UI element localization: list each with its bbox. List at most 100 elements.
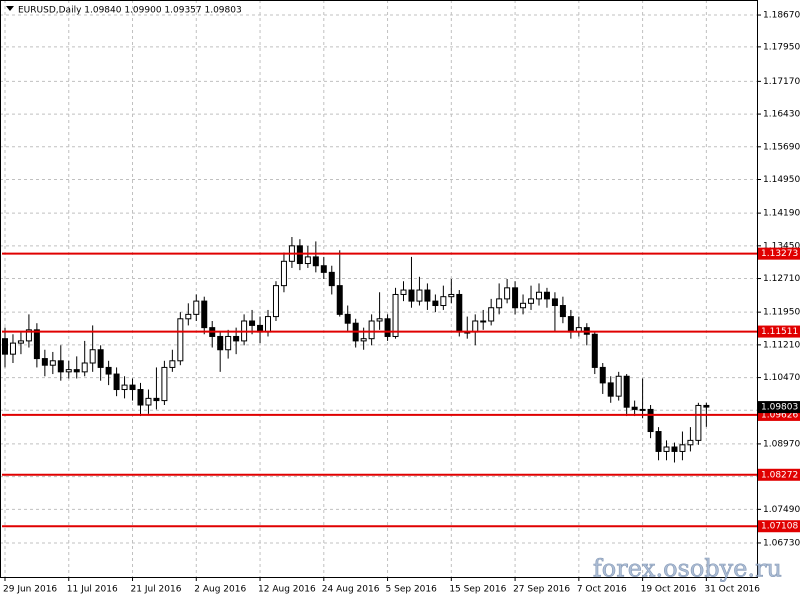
candle-body xyxy=(265,316,272,333)
candle-body xyxy=(368,320,375,340)
candle-body xyxy=(639,408,646,411)
y-tick-label: 1.18670 xyxy=(763,11,800,21)
candle-body xyxy=(33,329,40,360)
candle-body xyxy=(105,366,112,375)
menu-icon xyxy=(6,6,14,11)
candle-body xyxy=(201,300,208,329)
candle-body xyxy=(384,318,391,337)
candle-body xyxy=(400,289,407,295)
level-label: 1.11511 xyxy=(761,327,798,337)
candle-body xyxy=(448,293,455,298)
candle-body xyxy=(504,287,511,300)
candle-body xyxy=(376,318,383,322)
candle-body xyxy=(185,313,192,320)
y-tick-label: 1.15690 xyxy=(763,142,800,152)
candle-body xyxy=(528,298,535,304)
x-tick-label: 15 Sep 2016 xyxy=(449,585,506,595)
candle-body xyxy=(57,360,64,373)
candle-body xyxy=(520,302,527,309)
candle-body xyxy=(687,439,694,446)
candle-body xyxy=(440,296,447,307)
candle-body xyxy=(217,335,224,351)
y-tick-label: 1.07490 xyxy=(763,505,800,515)
candle-body xyxy=(360,338,367,342)
candle-body xyxy=(416,289,423,302)
x-tick-label: 31 Oct 2016 xyxy=(704,585,760,595)
candle-body xyxy=(599,366,606,384)
watermark: forex.osobye.ru xyxy=(593,555,782,583)
candle-body xyxy=(424,289,431,302)
candle-body xyxy=(97,349,104,368)
candle-body xyxy=(488,307,495,322)
candle-body xyxy=(631,406,638,410)
level-label: 1.08272 xyxy=(761,470,798,480)
candle-body xyxy=(472,320,479,333)
candle-body xyxy=(344,313,351,324)
candle-body xyxy=(89,349,96,364)
candle-body xyxy=(591,333,598,368)
candle-body xyxy=(623,375,630,408)
candle-body xyxy=(304,256,311,265)
candle-body xyxy=(496,298,503,309)
candle-body xyxy=(320,265,327,273)
y-tick-label: 1.13450 xyxy=(763,241,800,251)
last-price-label: 1.09803 xyxy=(761,403,798,413)
candle-body xyxy=(49,360,56,366)
candle-body xyxy=(336,285,343,315)
candle-body xyxy=(41,358,48,366)
x-tick-label: 21 Jul 2016 xyxy=(131,585,182,595)
last-price-box xyxy=(758,401,800,414)
y-tick-label: 1.14950 xyxy=(763,175,800,185)
candle-body xyxy=(480,320,487,323)
candle-body xyxy=(551,298,558,307)
candle-body xyxy=(280,260,287,287)
level-label: 1.09626 xyxy=(761,410,798,420)
x-tick-label: 24 Aug 2016 xyxy=(322,585,380,595)
candle-body xyxy=(9,342,16,355)
level-label-box xyxy=(758,325,800,338)
x-tick-label: 29 Jun 2016 xyxy=(3,585,57,595)
candle-body xyxy=(408,289,415,302)
candle-body xyxy=(177,318,184,362)
y-tick-label: 1.11210 xyxy=(763,340,800,350)
x-tick-label: 7 Oct 2016 xyxy=(577,585,627,595)
candle-body xyxy=(73,369,80,373)
chart-title: EURUSD,Daily 1.09840 1.09900 1.09357 1.0… xyxy=(18,6,242,16)
candle-body xyxy=(655,431,662,452)
candle-body xyxy=(543,291,550,300)
x-tick-label: 5 Sep 2016 xyxy=(386,585,438,595)
y-tick-label: 1.14190 xyxy=(763,209,800,219)
candle-body xyxy=(296,245,303,265)
y-tick-label: 1.08970 xyxy=(763,439,800,449)
candle-body xyxy=(512,287,519,309)
candle-body xyxy=(663,446,670,452)
candle-body xyxy=(65,369,72,373)
candle-body xyxy=(328,271,335,287)
level-label-box xyxy=(758,247,800,260)
candle-body xyxy=(392,293,399,337)
candle-body xyxy=(121,384,128,391)
candle-body xyxy=(432,300,439,307)
candle-body xyxy=(249,320,256,326)
candle-body xyxy=(2,338,8,355)
level-label: 1.07108 xyxy=(761,522,798,532)
candle-body xyxy=(81,362,88,373)
candle-body xyxy=(615,375,622,397)
candle-body xyxy=(647,408,654,433)
candle-body xyxy=(312,256,319,267)
x-tick-label: 19 Oct 2016 xyxy=(641,585,697,595)
y-tick-label: 1.06730 xyxy=(763,538,800,548)
candle-body xyxy=(535,291,542,300)
candle-body xyxy=(161,366,168,402)
candle-body xyxy=(679,444,686,452)
candle-body xyxy=(153,397,160,402)
level-label-box xyxy=(758,520,800,533)
candle-body xyxy=(17,340,24,344)
plot xyxy=(0,0,757,577)
candle-body xyxy=(233,335,240,342)
candle-body xyxy=(671,446,678,452)
y-tick-label: 1.17950 xyxy=(763,42,800,52)
x-tick-label: 11 Jul 2016 xyxy=(67,585,118,595)
y-tick-label: 1.11950 xyxy=(763,308,800,318)
